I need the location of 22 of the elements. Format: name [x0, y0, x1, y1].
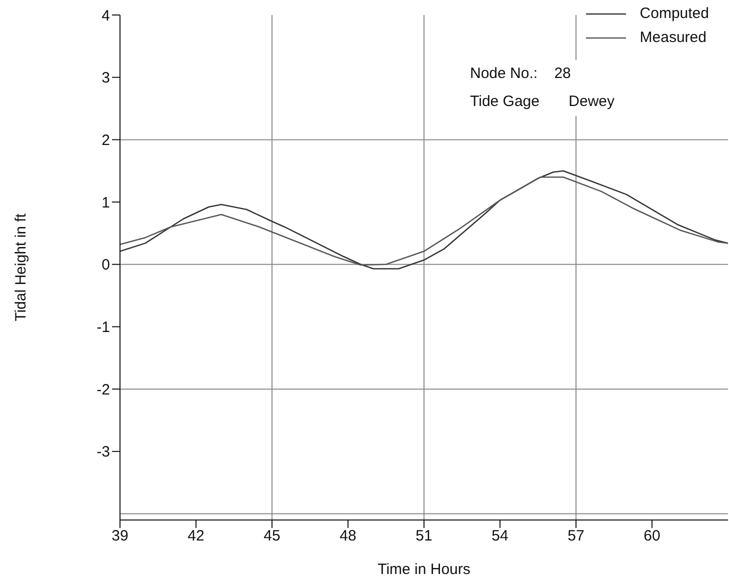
x-axis-title: Time in Hours: [378, 561, 470, 578]
y-tick-label: -1: [96, 319, 110, 336]
x-tick-label: 51: [416, 528, 432, 545]
x-tick-label: 54: [492, 528, 508, 545]
y-tick-label: 2: [102, 132, 110, 150]
legend-label: Computed: [640, 4, 709, 24]
y-tick-label: 4: [102, 7, 110, 24]
y-tick-label: -2: [96, 381, 110, 398]
y-axis-title: Tidal Height in ft: [12, 212, 30, 322]
x-tick-label: 57: [568, 528, 584, 545]
y-tick-label: 3: [102, 70, 110, 87]
x-tick-label: 39: [112, 528, 128, 545]
x-tick-label: 42: [188, 528, 204, 545]
x-tick-label: 60: [644, 528, 660, 545]
legend-label: Measured: [640, 28, 706, 48]
x-tick-label: 45: [264, 528, 280, 545]
y-tick-label: 0: [102, 256, 110, 274]
annotation: Tide Gage Dewey: [470, 92, 615, 112]
y-tick-label: -3: [96, 444, 110, 461]
annotation: Node No.: 28: [470, 64, 572, 84]
x-tick-label: 48: [340, 528, 356, 545]
y-tick-label: 1: [102, 194, 110, 212]
